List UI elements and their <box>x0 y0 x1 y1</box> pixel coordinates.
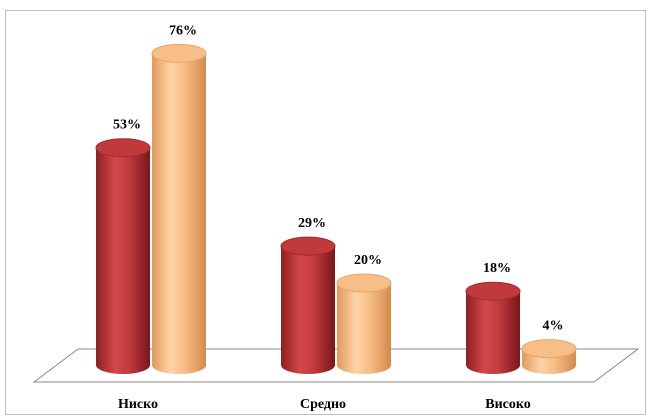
bar-top <box>521 339 577 359</box>
bar-Високо-series-1 <box>465 281 521 374</box>
bar-Средно-series-1 <box>280 236 336 374</box>
bar-body <box>96 147 150 374</box>
bar-body <box>152 53 206 375</box>
category-label-2: Средно <box>300 397 346 412</box>
category-labels-group: Ниско Средно Високо <box>118 397 531 412</box>
bar-top <box>465 281 521 301</box>
category-label-3: Високо <box>485 397 531 412</box>
bar-body <box>466 291 520 374</box>
bar-body <box>281 246 335 374</box>
bars-group <box>95 43 577 375</box>
bar-top <box>95 138 151 158</box>
bar-top <box>151 43 207 63</box>
value-label: 4% <box>543 319 564 334</box>
bar-Ниско-series-1 <box>95 138 151 374</box>
bar-Ниско-series-2 <box>151 43 207 375</box>
value-labels-group: 53% 76% 29% 20% 18% 4% <box>113 23 564 333</box>
bar-top <box>336 273 392 293</box>
value-label: 20% <box>354 253 382 268</box>
value-label: 29% <box>298 216 326 231</box>
value-label: 18% <box>483 261 511 276</box>
value-label: 53% <box>113 118 141 133</box>
value-label: 76% <box>169 23 197 38</box>
bar-body <box>337 283 391 374</box>
bar-top <box>280 236 336 256</box>
bar-Средно-series-2 <box>336 273 392 374</box>
category-label-1: Ниско <box>118 397 158 412</box>
bar-Високо-series-2 <box>521 339 577 374</box>
